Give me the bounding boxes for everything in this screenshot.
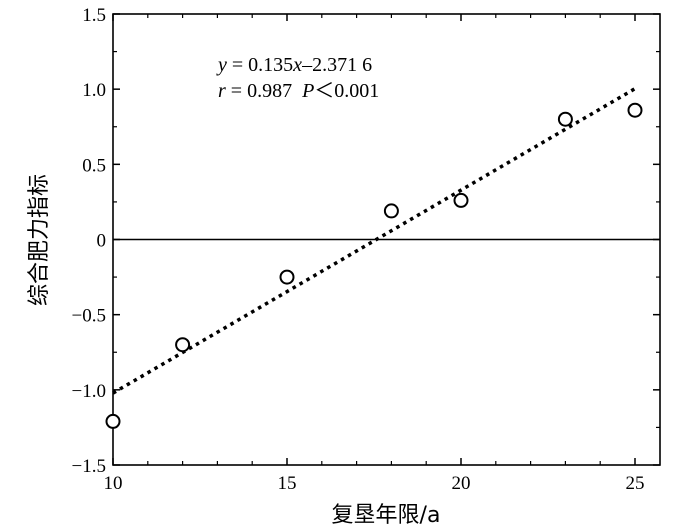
y-tick-label: 0.5: [82, 155, 106, 176]
x-tick-label: 25: [626, 473, 645, 494]
y-tick-label: −0.5: [72, 306, 106, 327]
x-axis-title: 复垦年限/a: [332, 503, 441, 528]
y-tick-label: 0: [97, 231, 107, 252]
x-tick-label: 15: [278, 473, 297, 494]
y-axis-title: 综合肥力指标: [27, 174, 52, 306]
stat-r-var: r: [218, 80, 226, 102]
stat-r-value: = 0.987: [226, 80, 302, 102]
y-tick-label: 1.0: [82, 80, 106, 101]
x-tick-label: 10: [104, 473, 123, 494]
x-tick-label: 20: [452, 473, 471, 494]
data-point: [105, 413, 121, 429]
data-point: [383, 203, 399, 219]
correlation-stats: r = 0.987 P＜0.001: [218, 80, 379, 102]
data-point: [627, 102, 643, 118]
regression-equation: y = 0.135x–2.371 6: [216, 54, 372, 76]
eq-y-var: y: [216, 54, 227, 76]
stat-p-var: P: [301, 80, 314, 102]
y-tick-label: −1.0: [72, 381, 106, 402]
fit-line-group: [112, 87, 636, 395]
data-point: [557, 111, 573, 127]
eq-intercept: –2.371 6: [301, 54, 372, 76]
data-points: [105, 102, 643, 429]
data-point: [279, 269, 295, 285]
stat-p-value: ＜0.001: [314, 80, 379, 102]
data-point: [453, 192, 469, 208]
data-point: [175, 337, 191, 353]
eq-slope: = 0.135: [227, 54, 293, 76]
axis-ticks: 1.5 1.0 0.5 0 −0.5 −1.0 −1.510 15 20 25: [72, 5, 660, 494]
y-tick-label: 1.5: [82, 5, 106, 26]
regression-fit-line: [112, 87, 636, 395]
eq-x-var: x: [292, 54, 302, 76]
y-tick-label: −1.5: [72, 456, 106, 477]
